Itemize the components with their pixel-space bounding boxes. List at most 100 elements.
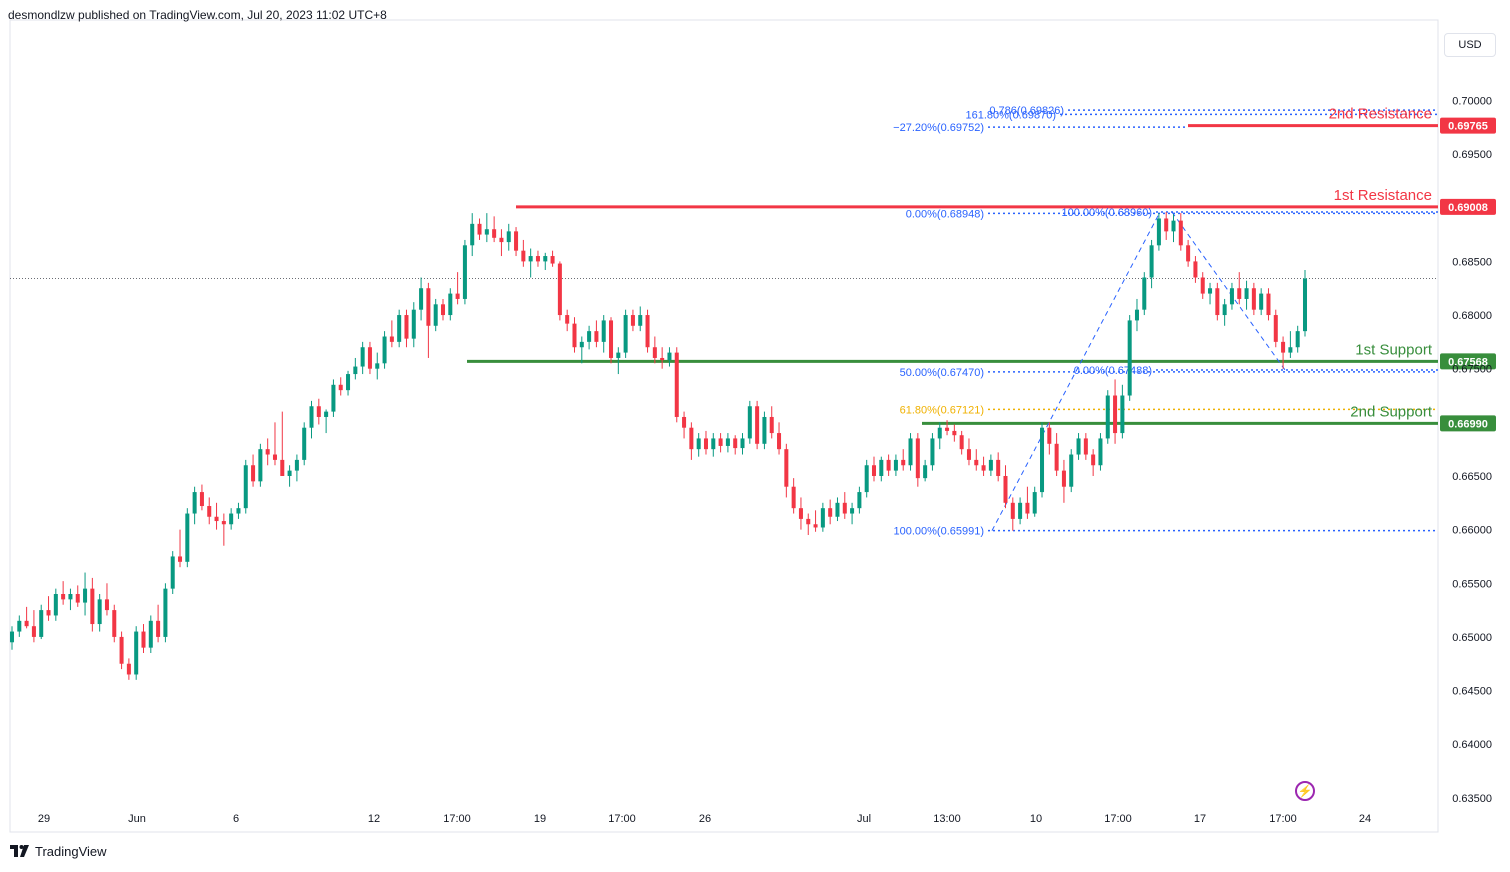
candle[interactable] bbox=[1040, 422, 1045, 498]
candle[interactable] bbox=[1288, 331, 1293, 358]
candle[interactable] bbox=[426, 282, 431, 358]
candle[interactable] bbox=[674, 347, 679, 423]
candle[interactable] bbox=[170, 551, 175, 595]
candle[interactable] bbox=[1105, 390, 1110, 444]
candle[interactable] bbox=[484, 213, 489, 243]
candle[interactable] bbox=[901, 449, 906, 471]
candle[interactable] bbox=[1076, 433, 1081, 460]
candle[interactable] bbox=[1273, 309, 1278, 348]
candle[interactable] bbox=[930, 433, 935, 471]
candle[interactable] bbox=[119, 631, 124, 670]
candle[interactable] bbox=[594, 320, 599, 348]
candle[interactable] bbox=[528, 248, 533, 278]
candle[interactable] bbox=[645, 309, 650, 353]
candle[interactable] bbox=[857, 486, 862, 514]
candle[interactable] bbox=[112, 604, 117, 643]
candle[interactable] bbox=[397, 309, 402, 348]
candle[interactable] bbox=[587, 325, 592, 350]
candle[interactable] bbox=[813, 510, 818, 532]
candle[interactable] bbox=[616, 347, 621, 375]
candle[interactable] bbox=[499, 229, 504, 257]
candle[interactable] bbox=[733, 435, 738, 455]
candle[interactable] bbox=[798, 497, 803, 530]
candle[interactable] bbox=[886, 454, 891, 476]
candle[interactable] bbox=[718, 433, 723, 453]
candle[interactable] bbox=[806, 513, 811, 535]
candle[interactable] bbox=[871, 456, 877, 482]
candle[interactable] bbox=[221, 513, 226, 546]
candle[interactable] bbox=[46, 596, 51, 621]
candle[interactable] bbox=[17, 615, 22, 637]
candle[interactable] bbox=[974, 449, 979, 471]
candle[interactable] bbox=[331, 379, 336, 417]
candle[interactable] bbox=[24, 606, 29, 629]
candle[interactable] bbox=[280, 411, 285, 476]
candle[interactable] bbox=[462, 239, 467, 305]
candle[interactable] bbox=[1222, 298, 1227, 326]
candle[interactable] bbox=[294, 454, 299, 482]
candle[interactable] bbox=[470, 213, 475, 257]
candle[interactable] bbox=[126, 658, 131, 680]
candle[interactable] bbox=[711, 433, 716, 457]
candle[interactable] bbox=[879, 456, 884, 482]
candle[interactable] bbox=[835, 497, 840, 522]
candle[interactable] bbox=[791, 478, 796, 514]
candle[interactable] bbox=[514, 227, 519, 257]
candle[interactable] bbox=[455, 272, 460, 305]
candle[interactable] bbox=[864, 459, 869, 498]
candle[interactable] bbox=[1156, 213, 1161, 251]
candle[interactable] bbox=[557, 261, 562, 321]
candle[interactable] bbox=[1010, 497, 1015, 531]
candle[interactable] bbox=[1149, 239, 1154, 289]
candle[interactable] bbox=[923, 459, 928, 482]
candle[interactable] bbox=[1032, 486, 1037, 517]
candle[interactable] bbox=[630, 309, 635, 332]
candle[interactable] bbox=[535, 250, 540, 267]
candle[interactable] bbox=[243, 459, 248, 514]
candle[interactable] bbox=[1018, 497, 1023, 525]
candle[interactable] bbox=[550, 250, 555, 267]
candle[interactable] bbox=[850, 502, 855, 525]
candle[interactable] bbox=[842, 492, 847, 519]
candle[interactable] bbox=[579, 336, 584, 364]
candle[interactable] bbox=[104, 583, 109, 616]
candle[interactable] bbox=[1054, 433, 1059, 476]
candle[interactable] bbox=[660, 347, 665, 369]
candle[interactable] bbox=[375, 352, 380, 380]
candle[interactable] bbox=[1237, 272, 1242, 305]
candle[interactable] bbox=[1266, 288, 1271, 321]
candle[interactable] bbox=[251, 454, 256, 487]
candle[interactable] bbox=[1003, 465, 1008, 509]
candle[interactable] bbox=[828, 499, 833, 525]
candle[interactable] bbox=[1142, 272, 1147, 316]
candle[interactable] bbox=[1251, 282, 1256, 316]
candle[interactable] bbox=[565, 309, 570, 332]
candle[interactable] bbox=[601, 315, 606, 353]
candle[interactable] bbox=[236, 502, 241, 519]
candle[interactable] bbox=[703, 430, 708, 455]
candle[interactable] bbox=[1127, 315, 1132, 401]
candle[interactable] bbox=[90, 577, 95, 632]
candle[interactable] bbox=[682, 411, 687, 439]
candle[interactable] bbox=[75, 585, 80, 607]
candle[interactable] bbox=[1186, 239, 1191, 267]
candle[interactable] bbox=[156, 604, 161, 643]
candle[interactable] bbox=[448, 288, 453, 321]
candle[interactable] bbox=[1244, 280, 1249, 310]
candle[interactable] bbox=[952, 424, 957, 442]
candle[interactable] bbox=[1091, 449, 1096, 476]
candle[interactable] bbox=[31, 610, 36, 643]
lightning-icon[interactable]: ⚡ bbox=[1295, 781, 1315, 801]
candle[interactable] bbox=[769, 406, 774, 439]
candle[interactable] bbox=[908, 433, 913, 471]
candle[interactable] bbox=[214, 502, 219, 530]
candle[interactable] bbox=[572, 317, 577, 353]
candle[interactable] bbox=[1281, 336, 1286, 369]
candle[interactable] bbox=[966, 438, 971, 466]
candle[interactable] bbox=[1215, 282, 1220, 321]
candle[interactable] bbox=[287, 465, 292, 487]
tradingview-brand[interactable]: TradingView bbox=[10, 842, 107, 860]
candle[interactable] bbox=[324, 409, 329, 434]
